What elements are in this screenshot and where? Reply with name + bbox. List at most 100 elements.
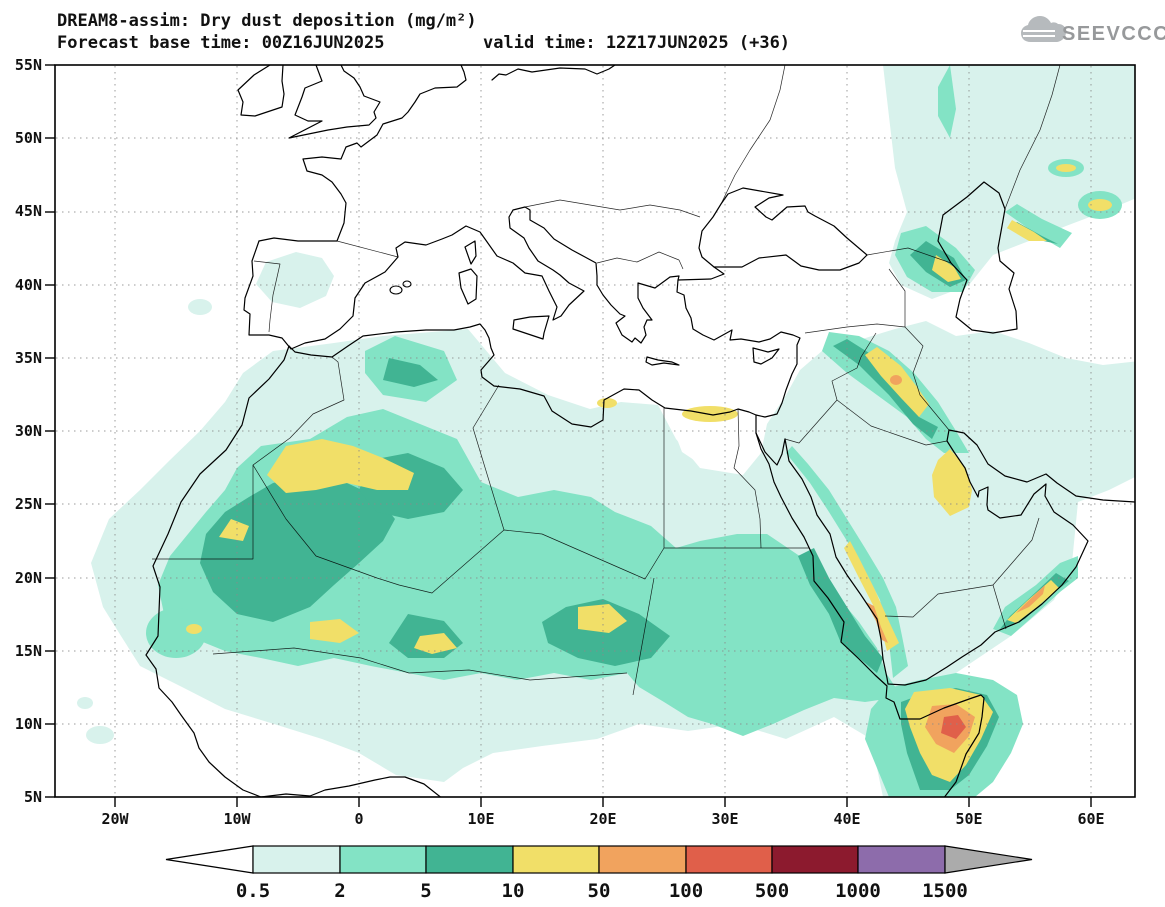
plot-title: DREAM8-assim: Dry dust deposition (mg/m²… [57,11,477,31]
legend-value: 50 [588,880,611,902]
coastline-balearic-island [402,280,412,288]
legend-arrow-above [944,845,1033,874]
coastline-caspian-sea [937,181,1018,334]
dust-l5-redsea-coast [866,602,888,643]
dust-l1-atlantic-spot [77,697,93,709]
legend-cell-500-1000 [771,845,859,874]
dust-l4-benghazi [597,398,617,408]
border-steppe-rivers [720,65,1061,210]
dust-l1-portugal-sea-spot [188,299,212,315]
lon-label: 60E [1077,810,1104,828]
dust-l4-mali [310,619,359,643]
level-below-0p5 [674,412,755,471]
border-libya-chad-egypt [503,408,809,580]
legend-value: 10 [502,880,525,902]
coastline-baltic [491,65,616,81]
dust-l4-mauritania [219,519,249,541]
legend-value: 1500 [922,880,968,902]
lat-label: 50N [15,129,42,147]
border-caucasus [866,247,952,327]
dust-l4-east-caspian [1007,220,1047,241]
dust-l4-nw-algeria [267,439,414,493]
lat-label: 40N [15,276,42,294]
legend-cell-2-5 [339,845,427,874]
lon-label: 10E [467,810,494,828]
lon-label: 20E [589,810,616,828]
level-100-500 [941,715,966,739]
dust-l3-mesopotamia [833,339,938,439]
dust-l4-niger [414,633,457,654]
nile-river [733,408,762,549]
dust-l4-gulf-west [932,449,972,516]
lat-label: 25N [15,495,42,513]
border-sahel [212,577,655,696]
legend-cell-10-50 [512,845,600,874]
lon-axis: 20W 10W 0 10E 20E 30E 40E 50E 60E [101,797,1105,828]
dust-l4-caucasus [932,255,961,282]
lat-label: 5N [24,788,42,806]
legend-cell-5-10 [425,845,514,874]
forecast-base-time: Forecast base time: 00Z16JUN2025 [57,33,385,53]
dust-l2-senegal [146,608,206,658]
legend-cell-1000-1500 [857,845,946,874]
coastline-sinai [755,432,786,466]
legend-cell-100-500 [685,845,773,874]
colorbar-legend: 0.5 2 5 10 50 100 500 1000 1500 [165,845,1033,902]
logo-text: SEEVCCC [1062,23,1165,45]
lon-label: 0 [354,810,363,828]
dust-l5-oman [1016,585,1045,613]
logo: SEEVCCC [1021,16,1165,45]
coastline-islands [458,240,780,366]
dust-l2-kazakh-strip [938,65,956,138]
dust-fills [77,65,1135,797]
coastline-balearic-island [389,285,403,295]
lat-label: 30N [15,422,42,440]
dust-l5-iraq-spot [890,375,902,385]
lon-label: 30E [711,810,738,828]
border-algeria-south-east [252,384,505,594]
legend-value: 5 [420,880,431,902]
lon-label: 20W [101,810,129,828]
legend-value: 2 [334,880,345,902]
dust-l3-north-algeria [383,358,438,387]
lon-label: 50E [955,810,982,828]
lon-label: 10W [223,810,251,828]
cloud-icon [1021,16,1066,42]
valid-time: valid time: 12Z17JUN2025 (+36) [483,33,790,53]
lat-label: 20N [15,569,42,587]
dust-l2-arabia-redsea [786,446,908,678]
lat-label: 10N [15,715,42,733]
dust-gap-egypt [674,412,755,471]
dust-l1-iberia [256,252,334,308]
dust-l4-senegal [186,624,202,634]
legend-cell-0.5-2 [252,845,341,874]
coastline-europe-atlantic [258,65,467,242]
border-middle-east [784,323,950,446]
legend-value: 500 [755,880,789,902]
legend-value: 0.5 [236,880,270,902]
border-arabia [884,517,1040,630]
legend-cell-50-100 [598,845,687,874]
lat-label: 15N [15,642,42,660]
border-morocco-algeria-wsahara [152,356,345,560]
dust-l4-aral-spot [1088,199,1112,211]
dust-l2-east-caspian [1005,204,1072,248]
lat-label: 35N [15,349,42,367]
coastline-africa-med-levant-anatolia [288,266,801,428]
dust-l3-sudan-coast [798,548,883,673]
legend-value: 1000 [835,880,881,902]
coastline-black-sea [698,187,868,271]
lat-label: 55N [15,56,42,74]
coastline-redsea-africa-horn [755,414,985,797]
lon-label: 40E [833,810,860,828]
borders [152,65,1061,696]
border-europe [253,199,701,333]
coastline-arabia-gulf-iran [784,429,1135,686]
legend-value: 100 [669,880,703,902]
dust-l4-steppe-spot [1056,164,1076,172]
lat-axis: 55N 50N 45N 40N 35N 30N 25N 20N 15N 10N … [15,56,55,806]
coastline-british-isles [237,65,381,139]
coastline-africa-atlantic [145,345,442,797]
